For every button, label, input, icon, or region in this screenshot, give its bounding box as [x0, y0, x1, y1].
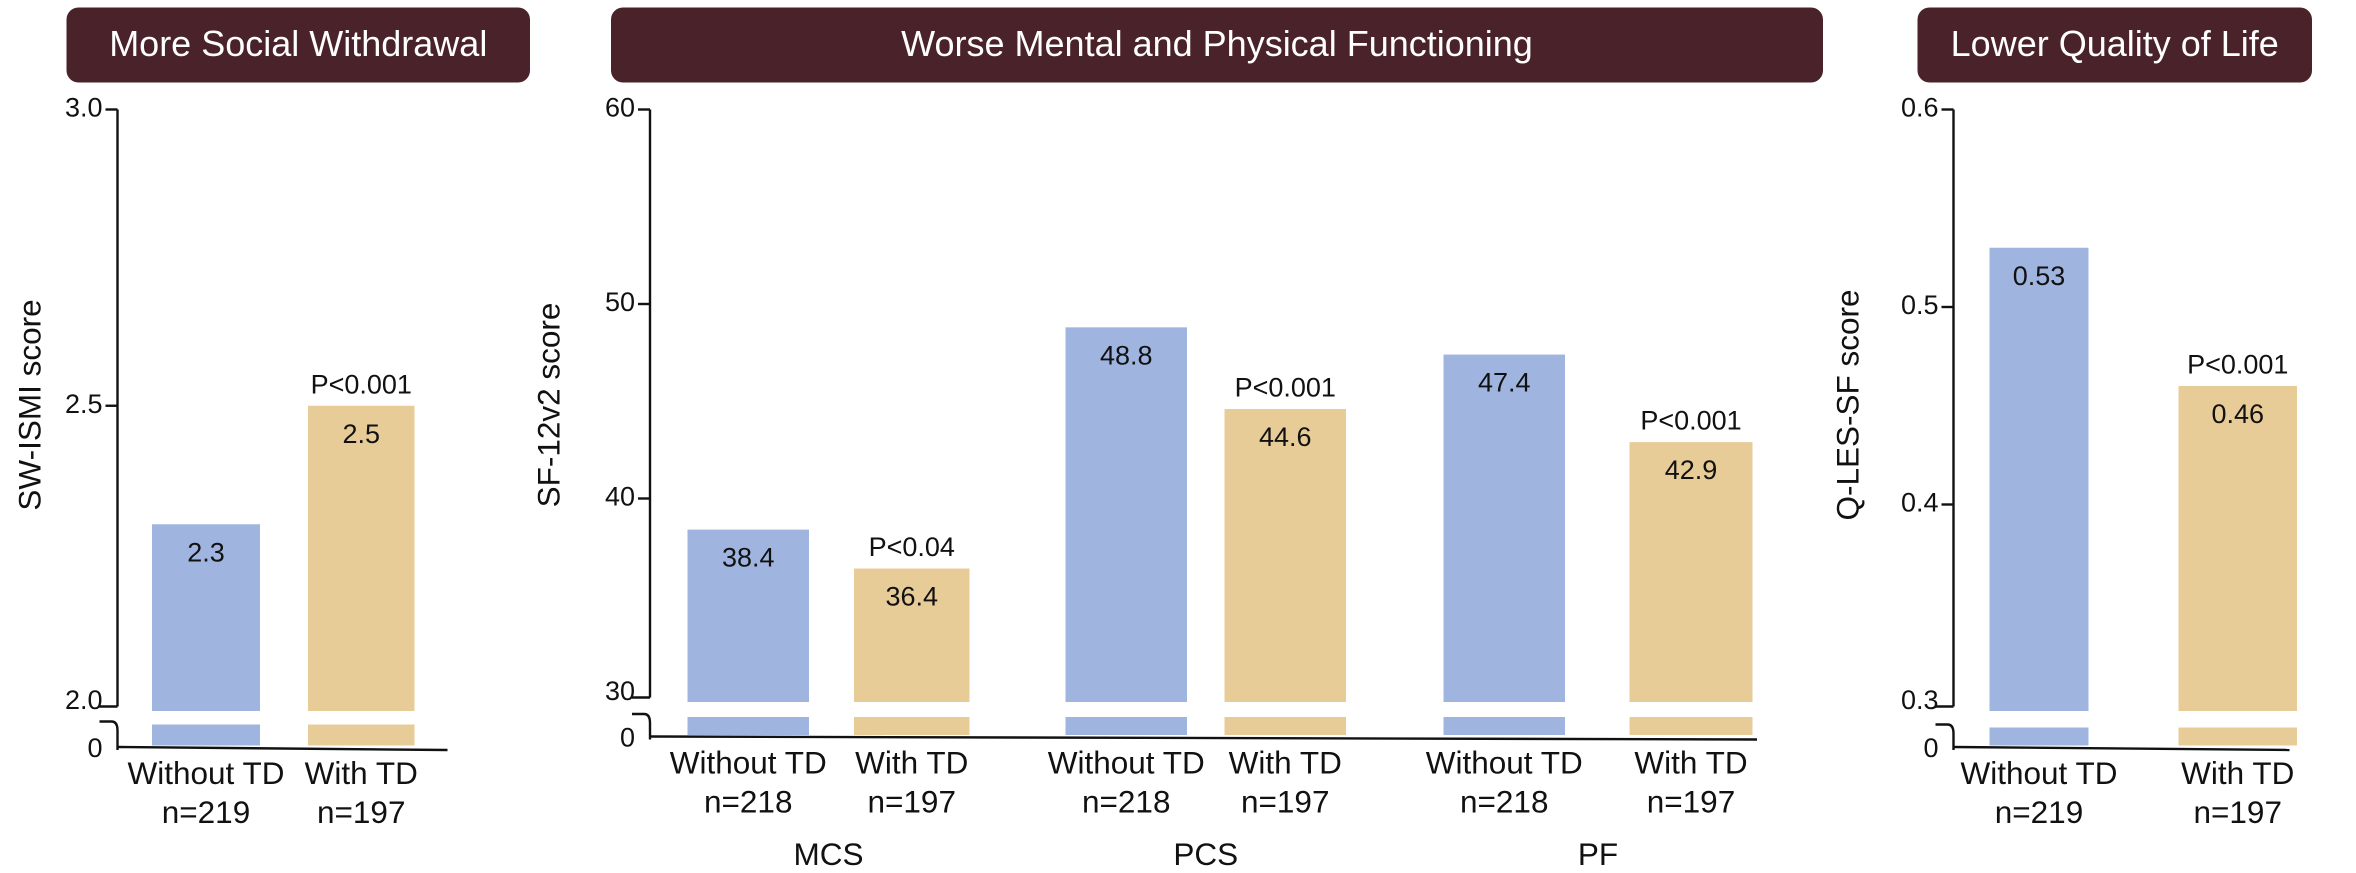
p-value: P<0.001: [1640, 406, 1741, 436]
y-tick-label: 2.5: [65, 389, 103, 419]
sample-size: n=219: [1995, 794, 2083, 830]
group-label: PF: [1578, 836, 1618, 872]
y-axis: [99, 109, 119, 708]
value-label: 44.6: [1259, 422, 1312, 452]
p-value: P<0.001: [2187, 350, 2288, 380]
bar-stub: [854, 717, 970, 735]
bar-stub: [1443, 717, 1565, 735]
series-label: With TD: [305, 755, 418, 791]
axis-break: [99, 720, 119, 750]
y-tick-label: 0.3: [1901, 685, 1939, 715]
bar: [1629, 442, 1753, 702]
y-tick-label: 0: [87, 733, 102, 763]
value-label: 36.4: [885, 582, 938, 612]
sample-size: n=197: [1647, 783, 1735, 819]
bar-stub: [1629, 717, 1753, 735]
y-axis-label: SW-ISMI score: [11, 299, 47, 510]
y-tick-label: 0.5: [1901, 290, 1939, 320]
bar-stub: [1989, 727, 2089, 746]
panel-title: Lower Quality of Life: [1951, 23, 2279, 64]
bar-stub: [1224, 717, 1346, 735]
value-label: 48.8: [1100, 340, 1153, 370]
sample-size: n=197: [2194, 794, 2282, 830]
value-label: 47.4: [1478, 368, 1531, 398]
series-label: Without TD: [128, 755, 285, 791]
y-tick-label: 40: [605, 482, 635, 512]
panel-title-box: [611, 7, 1823, 83]
bar-stub: [2178, 727, 2297, 746]
value-label: 2.5: [342, 419, 380, 449]
bar: [308, 405, 415, 711]
y-axis-label: SF-12v2 score: [530, 303, 566, 508]
axis-break: [1935, 723, 1955, 750]
value-label: 0.53: [2013, 261, 2066, 291]
sample-size: n=197: [868, 783, 956, 819]
group-label: MCS: [794, 836, 864, 872]
y-axis: [632, 109, 652, 699]
panel-title: Worse Mental and Physical Functioning: [901, 23, 1533, 64]
panel-title-box: [1917, 7, 2312, 83]
series-label: With TD: [2181, 755, 2294, 791]
p-value: P<0.001: [1235, 373, 1336, 403]
y-tick-label: 60: [605, 93, 635, 123]
x-axis: [1953, 745, 2290, 752]
bar-stub: [687, 717, 809, 735]
series-label: With TD: [855, 744, 968, 780]
bar: [1224, 409, 1346, 702]
bar: [152, 524, 260, 711]
x-axis: [649, 735, 1758, 741]
series-label: With TD: [1229, 744, 1342, 780]
series-label: With TD: [1634, 744, 1747, 780]
bar: [1065, 327, 1187, 702]
value-label: 2.3: [187, 537, 225, 567]
bar: [1443, 354, 1565, 702]
sample-size: n=218: [1082, 783, 1170, 819]
panel-title-box: [66, 7, 530, 83]
sample-size: n=219: [162, 794, 250, 830]
y-axis: [1935, 109, 1955, 708]
bar-stub: [308, 724, 415, 746]
value-label: 42.9: [1665, 455, 1718, 485]
y-tick-label: 50: [605, 287, 635, 317]
x-axis: [117, 745, 448, 752]
sample-size: n=197: [317, 794, 405, 830]
bar: [2178, 386, 2297, 711]
bar-stub: [1065, 717, 1187, 735]
bar-stub: [152, 724, 260, 746]
value-label: 38.4: [722, 543, 775, 573]
series-label: Without TD: [670, 744, 827, 780]
p-value: P<0.04: [869, 532, 955, 562]
y-tick-label: 2.0: [65, 685, 103, 715]
series-label: Without TD: [1426, 744, 1583, 780]
sample-size: n=218: [1460, 783, 1548, 819]
panel-title: More Social Withdrawal: [109, 23, 487, 64]
p-value: P<0.001: [311, 369, 412, 399]
y-tick-label: 30: [605, 676, 635, 706]
sample-size: n=197: [1241, 783, 1329, 819]
y-tick-label: 0.6: [1901, 93, 1939, 123]
value-label: 0.46: [2211, 399, 2264, 429]
series-label: Without TD: [1048, 744, 1205, 780]
y-tick-label: 0: [1923, 733, 1938, 763]
axis-break: [632, 712, 652, 740]
y-tick-label: 0: [620, 723, 635, 753]
series-label: Without TD: [1961, 755, 2118, 791]
bar: [687, 529, 809, 702]
group-label: PCS: [1173, 836, 1238, 872]
bar: [1989, 247, 2089, 711]
bar: [854, 568, 970, 702]
y-tick-label: 0.4: [1901, 488, 1939, 518]
sample-size: n=218: [704, 783, 792, 819]
y-tick-label: 3.0: [65, 93, 103, 123]
y-axis-label: Q-LES-SF score: [1829, 289, 1865, 520]
